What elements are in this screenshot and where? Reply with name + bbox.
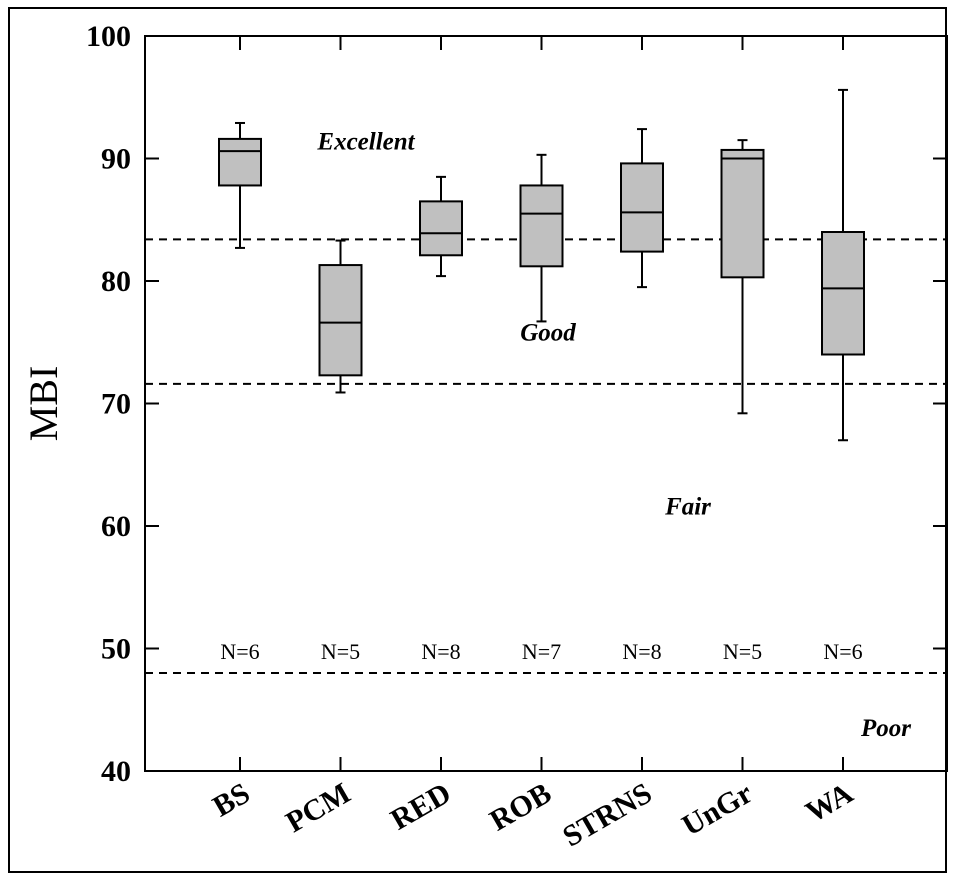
iqr-box [419,200,463,257]
iqr-box [519,184,564,268]
x-category-label: ROB [484,776,557,837]
y-tick-label: 60 [101,510,131,543]
x-category-label: PCM [280,776,356,839]
n-label: N=5 [723,639,762,664]
y-tick-label: 70 [101,388,131,421]
iqr-box [218,137,262,187]
n-label: N=8 [622,639,661,664]
class-label: Fair [664,493,711,520]
y-tick-label: 100 [86,20,131,53]
iqr-box [720,148,765,279]
n-label: N=6 [823,639,862,664]
n-label: N=5 [321,639,360,664]
iqr-box [821,231,865,356]
x-category-label: WA [800,776,859,829]
y-tick-label: 50 [101,633,131,666]
iqr-box [318,264,363,377]
n-label: N=8 [421,639,460,664]
iqr-box [620,162,664,253]
n-label: N=6 [220,639,259,664]
class-label: Good [520,319,576,346]
x-category-label: BS [207,776,255,823]
class-label: Poor [860,715,911,742]
n-label: N=7 [522,639,561,664]
y-tick-label: 40 [101,755,131,788]
y-axis-label: MBI [21,366,66,442]
y-tick-label: 90 [101,143,131,176]
class-label: Excellent [316,128,415,155]
x-category-label: STRNS [557,776,657,853]
x-category-label: RED [385,776,456,836]
y-tick-label: 80 [101,265,131,298]
x-category-label: UnGr [677,776,758,842]
